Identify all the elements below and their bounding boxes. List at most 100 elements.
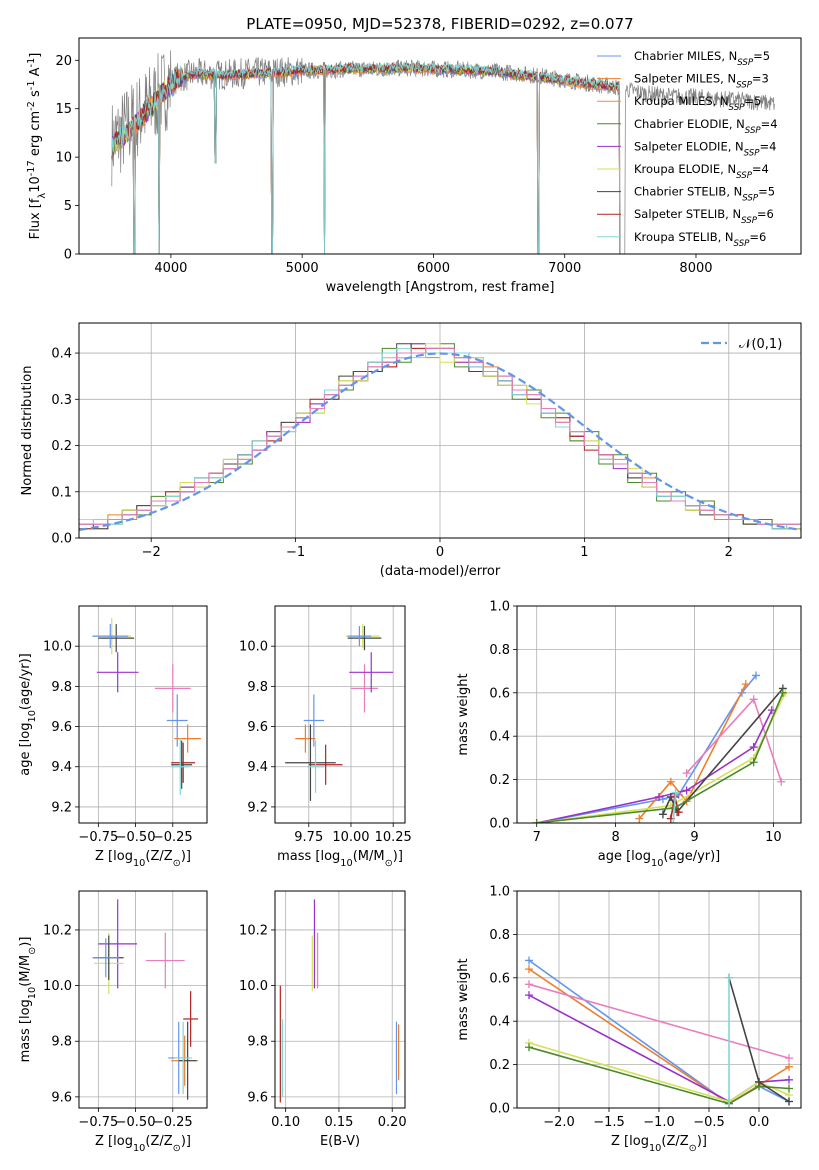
y-tick-label: 0.6 xyxy=(489,686,510,701)
weight-marker xyxy=(749,743,758,752)
x-axis-label: wavelength [Angstrom, rest frame] xyxy=(326,280,555,295)
label-fragment: (Z/Z xyxy=(661,1134,688,1149)
x-tick-label: 8000 xyxy=(679,261,712,276)
y-tick-label: 0.4 xyxy=(489,730,510,745)
label-fragment: mass weight xyxy=(456,958,471,1040)
weight-marker xyxy=(778,688,787,697)
x-tick-label: −2 xyxy=(142,545,161,560)
x-tick-label: −0.50 xyxy=(116,830,156,845)
x-tick-label: −1.5 xyxy=(593,1115,625,1130)
y-axis-label: Flux [fλ10-17 erg cm-2 s-1 A-1] xyxy=(26,53,48,240)
y-tick-label: 10.2 xyxy=(43,923,72,938)
label-fragment: )] xyxy=(697,1134,707,1149)
legend-label: Chabrier ELODIE, NSSP=4 xyxy=(634,117,778,136)
x-tick-label: 0 xyxy=(436,545,444,560)
y-tick-label: 0 xyxy=(64,248,72,263)
weight-marker xyxy=(785,1075,793,1084)
x-tick-label: 10.00 xyxy=(332,830,369,845)
y-tick-label: 0.2 xyxy=(51,439,72,454)
legend-label-sub: SSP xyxy=(736,81,753,91)
y-tick-label: 20 xyxy=(55,54,72,69)
weight-vs-metallicity-panel: −2.0 −1.5 −1.0 −0.5 0.0 0.0 0.2 0.4 0.6 0.8 1.0 Z [… xyxy=(456,885,802,1154)
y-tick-label: 5 xyxy=(64,199,72,214)
x-tick-label: 0.20 xyxy=(378,1115,407,1130)
label-fragment: 10 xyxy=(340,858,352,869)
y-tick-label: 9.8 xyxy=(51,1035,72,1050)
y-axis-label: mass weight xyxy=(456,958,471,1040)
label-fragment: Z [log xyxy=(95,849,133,864)
x-tick-label: −0.25 xyxy=(153,830,193,845)
errorbar-plot-area xyxy=(92,899,199,1100)
legend-label-tail: =5 xyxy=(758,185,775,199)
label-fragment: 10 xyxy=(27,987,38,999)
weight-marker xyxy=(725,973,733,982)
y-axis-label: age [log10(age/yr)] xyxy=(18,653,38,776)
legend-label: Kroupa MILES, NSSP=5 xyxy=(634,94,761,113)
x-tick-label: 0.10 xyxy=(271,1115,300,1130)
y-tick-label: 1.0 xyxy=(489,600,510,615)
weight-series-line xyxy=(528,983,790,1059)
y-tick-label: 9.6 xyxy=(51,720,72,735)
weight-marker xyxy=(749,758,758,767)
weight-series-line xyxy=(528,1046,790,1105)
y-tick-label: 9.2 xyxy=(51,800,72,815)
y-tick-label: 10.0 xyxy=(239,979,268,994)
weight-marker xyxy=(767,706,776,715)
legend-label-sub: SSP xyxy=(734,239,751,249)
y-tick-label: 9.6 xyxy=(51,1090,72,1105)
y-tick-label: 10 xyxy=(55,151,72,166)
label-fragment: mass [log xyxy=(277,849,340,864)
y-tick-label: 10.0 xyxy=(43,640,72,655)
model-spectrum-line xyxy=(111,63,621,254)
label-fragment: Flux [f xyxy=(28,198,43,239)
x-tick-label: 10.25 xyxy=(375,830,412,845)
legend-label-sub: SSP xyxy=(736,171,753,181)
label-fragment: E(B-V) xyxy=(320,1134,360,1149)
normal-distribution-curve xyxy=(79,352,801,531)
axes-frame xyxy=(274,605,406,824)
label-fragment: Normed distribution xyxy=(20,366,35,496)
x-tick-label: 4000 xyxy=(154,261,187,276)
label-fragment: (Z/Z xyxy=(145,1134,172,1149)
weight-marker xyxy=(671,788,680,797)
weight-series-line xyxy=(536,709,773,823)
legend-label-sub: SSP xyxy=(737,58,754,68)
weight-marker xyxy=(669,819,678,823)
age-vs-mass-panel: 9.75 10.00 10.25 9.2 9.4 9.6 9.8 10.0 mass [log1… xyxy=(239,605,412,869)
legend-label-main: Salpeter MILES, N xyxy=(634,72,736,86)
x-axis-label: E(B-V) xyxy=(320,1134,360,1149)
x-axis-label: (data-model)/error xyxy=(380,564,501,579)
errorbar-plot-area xyxy=(279,899,400,1103)
x-axis-label: Z [log10(Z/Z⊙)] xyxy=(95,1134,191,1154)
weight-plot-area xyxy=(525,956,793,1108)
y-tick-label: 0.0 xyxy=(489,1102,510,1117)
legend-label-main: Chabrier MILES, N xyxy=(634,49,737,63)
weight-series-line xyxy=(672,792,677,823)
y-tick-label: 9.2 xyxy=(247,800,268,815)
legend-label-tail: =6 xyxy=(757,207,774,221)
label-fragment: mass [log xyxy=(18,999,33,1062)
axes-frame xyxy=(274,890,406,1109)
weight-marker xyxy=(525,1043,533,1052)
legend-label-main: Salpeter STELIB, N xyxy=(634,207,741,221)
x-axis-label: age [log10(age/yr)] xyxy=(598,849,721,869)
y-tick-label: 0.8 xyxy=(489,643,510,658)
weight-marker xyxy=(752,671,761,680)
y-tick-label: 0.4 xyxy=(51,347,72,362)
legend-label-main: Chabrier ELODIE, N xyxy=(634,117,745,131)
x-tick-label: 1 xyxy=(580,545,588,560)
y-tick-label: 9.8 xyxy=(247,1035,268,1050)
label-fragment: -1 xyxy=(26,80,37,90)
legend-label: Salpeter MILES, NSSP=3 xyxy=(634,72,769,91)
legend-label-sub: SSP xyxy=(741,216,758,226)
legend-label-tail: =4 xyxy=(759,139,776,153)
axes-frame xyxy=(78,890,208,1109)
label-fragment: age [log xyxy=(598,849,651,864)
weight-marker xyxy=(741,680,750,689)
label-fragment: Z [log xyxy=(95,1134,133,1149)
x-tick-label: 0.0 xyxy=(749,1115,770,1130)
mass-vs-ebv-panel: 0.10 0.15 0.20 9.6 9.8 10.0 10.2 E(B-V) xyxy=(239,890,407,1149)
legend-label-main: Chabrier STELIB, N xyxy=(634,185,742,199)
label-fragment: 10 xyxy=(649,1143,661,1154)
x-tick-label: −0.75 xyxy=(78,1115,118,1130)
